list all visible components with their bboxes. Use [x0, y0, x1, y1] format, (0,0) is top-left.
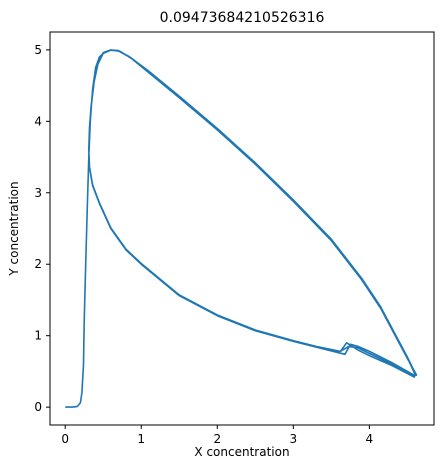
- x-tick-label: 2: [213, 432, 221, 446]
- y-tick-label: 4: [34, 114, 42, 128]
- series-line: [65, 49, 418, 408]
- x-tick-label: 0: [61, 432, 69, 446]
- y-axis: 0 1 2 3 4 5: [34, 43, 50, 414]
- y-tick-label: 3: [34, 186, 42, 200]
- x-tick-label: 3: [290, 432, 298, 446]
- y-tick-label: 1: [34, 329, 42, 343]
- chart-title: 0.09473684210526316: [160, 10, 325, 26]
- y-tick-label: 2: [34, 257, 42, 271]
- y-axis-label: Y concentration: [7, 181, 21, 276]
- y-tick-label: 5: [34, 43, 42, 57]
- plot-area: [49, 31, 435, 426]
- x-axis: 0 1 2 3 4: [61, 425, 373, 446]
- x-tick-label: 4: [366, 432, 374, 446]
- x-tick-label: 1: [137, 432, 145, 446]
- y-tick-label: 0: [34, 400, 42, 414]
- x-axis-label: X concentration: [194, 445, 289, 459]
- series-layer: [65, 49, 418, 408]
